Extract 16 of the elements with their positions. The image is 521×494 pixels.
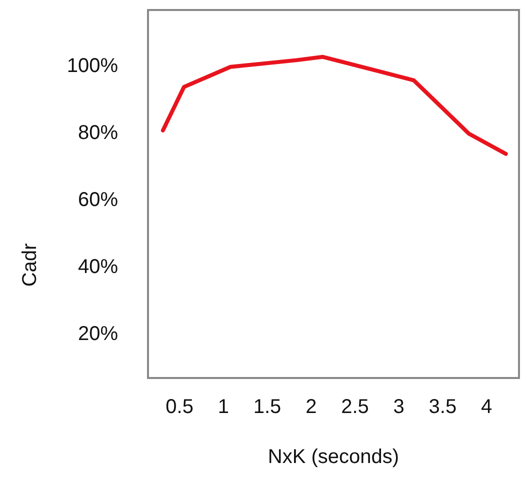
y-tick-label: 80% xyxy=(78,122,118,144)
y-axis-title: Cadr xyxy=(19,242,41,287)
line-series xyxy=(160,54,508,156)
x-tick-label: 1 xyxy=(218,396,229,418)
x-axis-title: NxK (seconds) xyxy=(268,446,400,468)
x-tick-label: 3.5 xyxy=(428,396,457,418)
x-tick-label: 2 xyxy=(306,396,317,418)
y-tick-label: 60% xyxy=(78,188,118,211)
y-tick-label: 100% xyxy=(66,55,118,78)
x-tick-label: 0.5 xyxy=(166,396,194,418)
x-tick-label: 4 xyxy=(480,396,492,418)
x-tick-label: 1.5 xyxy=(253,396,282,418)
y-tick-label: 40% xyxy=(78,256,118,278)
y-tick-label: 20% xyxy=(78,322,118,345)
x-tick-label: 2.5 xyxy=(341,396,369,418)
x-tick-label: 3 xyxy=(393,396,404,418)
